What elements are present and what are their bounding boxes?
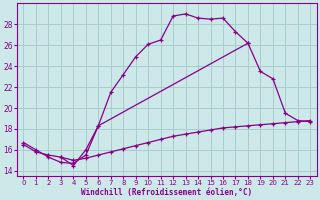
X-axis label: Windchill (Refroidissement éolien,°C): Windchill (Refroidissement éolien,°C) (81, 188, 252, 197)
